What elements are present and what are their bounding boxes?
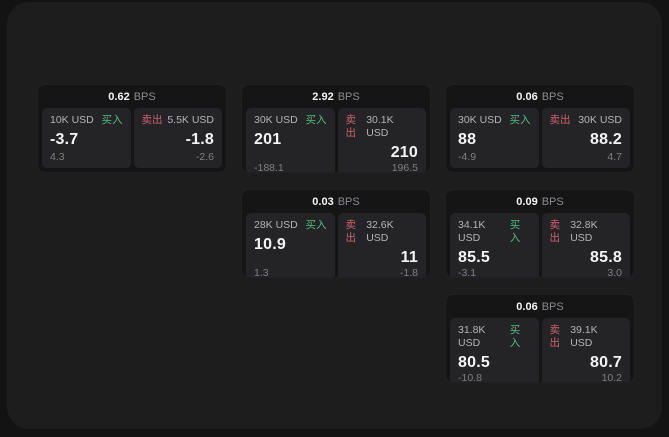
quote-panels: 30K USD 买入 88 -4.9 卖出 30K USD 88.2 4.7	[446, 106, 634, 172]
bps-unit-label: BPS	[541, 195, 564, 208]
sell-price: 88.2	[590, 131, 622, 148]
sell-panel[interactable]: 卖出 32.8K USD 85.8 3.0	[541, 213, 630, 278]
buy-panel[interactable]: 31.8K USD 买入 80.5 -10.8	[450, 318, 539, 383]
sell-delta: -2.6	[195, 151, 214, 163]
sell-badge: 卖出	[345, 219, 357, 244]
buy-badge: 买入	[509, 324, 521, 349]
sell-price: -1.8	[185, 131, 214, 148]
sell-size-label: 32.8K USD	[570, 219, 598, 244]
sell-badge: 卖出	[141, 114, 163, 126]
sell-delta: -1.8	[399, 267, 418, 278]
buy-size-label: 30K USD	[458, 114, 502, 126]
buy-panel[interactable]: 30K USD 买入 201 -188.1	[246, 108, 335, 173]
buy-delta: 4.3	[50, 151, 65, 163]
buy-badge: 买入	[305, 114, 327, 126]
bps-header: 0.03 BPS	[242, 190, 430, 211]
buy-badge: 买入	[509, 219, 521, 244]
bps-unit-label: BPS	[541, 90, 564, 103]
app-window: 0.62 BPS 10K USD 买入 -3.7 4.3 卖出 5.5K USD…	[7, 2, 662, 429]
bps-value: 0.62	[108, 90, 130, 103]
buy-delta: -10.8	[458, 372, 482, 383]
sell-badge: 卖出	[549, 219, 561, 244]
buy-size-label: 31.8K USD	[458, 324, 486, 349]
sell-panel[interactable]: 卖出 30K USD 88.2 4.7	[541, 108, 630, 168]
quote-panels: 31.8K USD 买入 80.5 -10.8 卖出 39.1K USD 80.…	[446, 316, 634, 383]
bps-unit-label: BPS	[337, 90, 360, 103]
sell-price: 80.7	[590, 354, 622, 371]
bps-value: 0.06	[516, 300, 538, 313]
quote-card-5: 0.09 BPS 34.1K USD 买入 85.5 -3.1 卖出 32.8K…	[445, 189, 635, 278]
bps-unit-label: BPS	[337, 195, 360, 208]
buy-price: -3.7	[50, 131, 79, 148]
quote-panels: 30K USD 买入 201 -188.1 卖出 30.1K USD 210 1…	[242, 106, 430, 173]
buy-size-label: 34.1K USD	[458, 219, 486, 244]
quote-card-1: 0.62 BPS 10K USD 买入 -3.7 4.3 卖出 5.5K USD…	[37, 84, 227, 173]
buy-delta: -4.9	[458, 151, 477, 163]
buy-delta: -188.1	[254, 162, 284, 173]
sell-badge: 卖出	[549, 114, 571, 126]
buy-price: 88	[458, 131, 477, 148]
sell-price: 11	[400, 249, 418, 266]
sell-delta: 10.2	[601, 372, 622, 383]
quote-panels: 10K USD 买入 -3.7 4.3 卖出 5.5K USD -1.8 -2.…	[38, 106, 226, 172]
bps-value: 0.06	[516, 90, 538, 103]
buy-panel[interactable]: 34.1K USD 买入 85.5 -3.1	[450, 213, 539, 278]
buy-price: 80.5	[458, 354, 490, 371]
quote-card-3: 0.06 BPS 30K USD 买入 88 -4.9 卖出 30K USD 8…	[445, 84, 635, 173]
quote-card-2: 2.92 BPS 30K USD 买入 201 -188.1 卖出 30.1K …	[241, 84, 431, 173]
sell-price: 210	[390, 144, 418, 161]
bps-unit-label: BPS	[541, 300, 564, 313]
sell-size-label: 30K USD	[578, 114, 622, 126]
sell-badge: 卖出	[549, 324, 561, 349]
buy-price: 85.5	[458, 249, 490, 266]
quote-panels: 34.1K USD 买入 85.5 -3.1 卖出 32.8K USD 85.8…	[446, 211, 634, 278]
bps-header: 0.09 BPS	[446, 190, 634, 211]
bps-value: 2.92	[312, 90, 334, 103]
sell-delta: 196.5	[391, 162, 418, 173]
sell-panel[interactable]: 卖出 30.1K USD 210 196.5	[337, 108, 426, 173]
quote-card-4: 0.03 BPS 28K USD 买入 10.9 1.3 卖出 32.6K US…	[241, 189, 431, 278]
sell-delta: 3.0	[607, 267, 622, 278]
buy-badge: 买入	[101, 114, 123, 126]
quote-card-6: 0.06 BPS 31.8K USD 买入 80.5 -10.8 卖出 39.1…	[445, 294, 635, 383]
bps-header: 2.92 BPS	[242, 85, 430, 106]
bps-header: 0.62 BPS	[38, 85, 226, 106]
buy-badge: 买入	[305, 219, 327, 231]
quote-card-grid: 0.62 BPS 10K USD 买入 -3.7 4.3 卖出 5.5K USD…	[37, 84, 635, 383]
sell-badge: 卖出	[345, 114, 357, 139]
buy-delta: -3.1	[458, 267, 477, 278]
sell-price: 85.8	[590, 249, 622, 266]
sell-panel[interactable]: 卖出 32.6K USD 11 -1.8	[337, 213, 426, 278]
buy-size-label: 30K USD	[254, 114, 298, 126]
sell-panel[interactable]: 卖出 39.1K USD 80.7 10.2	[541, 318, 630, 383]
buy-panel[interactable]: 30K USD 买入 88 -4.9	[450, 108, 539, 168]
buy-panel[interactable]: 10K USD 买入 -3.7 4.3	[42, 108, 131, 168]
sell-size-label: 5.5K USD	[167, 114, 214, 126]
buy-size-label: 10K USD	[50, 114, 94, 126]
buy-panel[interactable]: 28K USD 买入 10.9 1.3	[246, 213, 335, 278]
bps-unit-label: BPS	[133, 90, 156, 103]
buy-price: 201	[254, 131, 282, 148]
bps-value: 0.09	[516, 195, 538, 208]
sell-size-label: 32.6K USD	[366, 219, 394, 244]
sell-size-label: 30.1K USD	[366, 114, 394, 139]
sell-size-label: 39.1K USD	[570, 324, 598, 349]
bps-value: 0.03	[312, 195, 334, 208]
sell-delta: 4.7	[607, 151, 622, 163]
buy-delta: 1.3	[254, 267, 269, 278]
bps-header: 0.06 BPS	[446, 295, 634, 316]
quote-panels: 28K USD 买入 10.9 1.3 卖出 32.6K USD 11 -1.8	[242, 211, 430, 278]
bps-header: 0.06 BPS	[446, 85, 634, 106]
buy-badge: 买入	[509, 114, 531, 126]
buy-size-label: 28K USD	[254, 219, 298, 231]
sell-panel[interactable]: 卖出 5.5K USD -1.8 -2.6	[133, 108, 222, 168]
buy-price: 10.9	[254, 236, 286, 253]
